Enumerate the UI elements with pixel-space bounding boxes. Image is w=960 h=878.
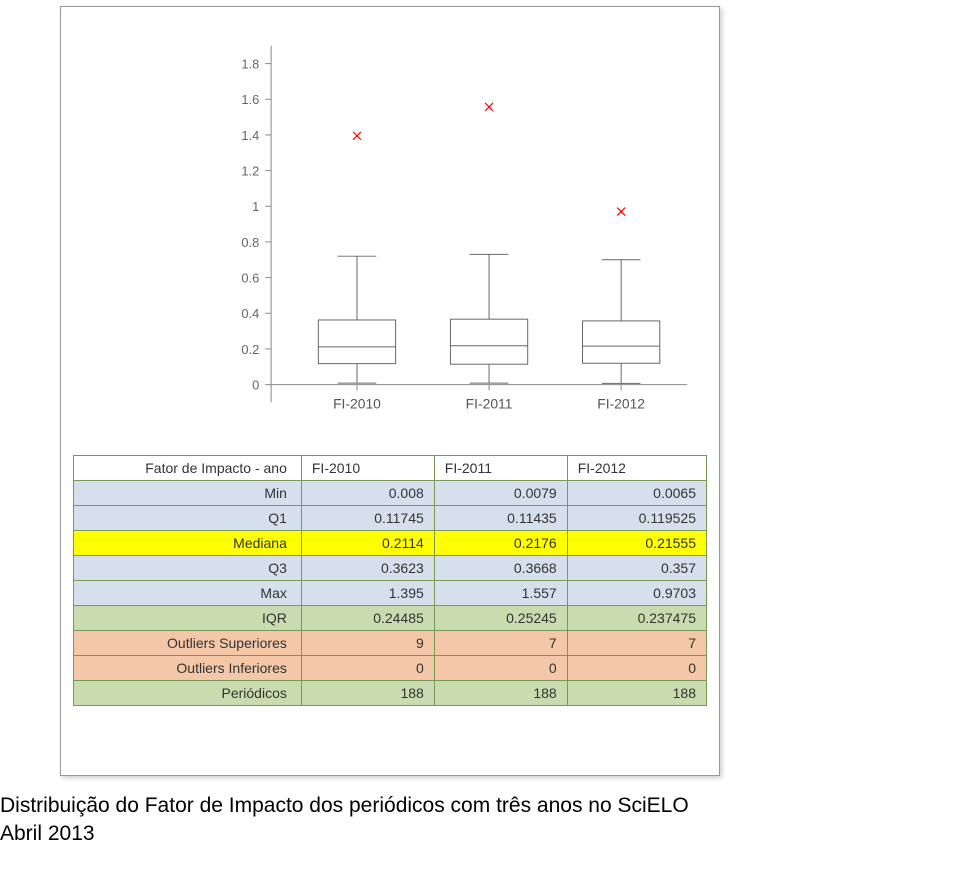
table-cell: 0.008 <box>301 481 434 506</box>
table-cell: 9 <box>301 631 434 656</box>
table-cell: 0.3623 <box>301 556 434 581</box>
table-header-cell: FI-2010 <box>301 456 434 481</box>
caption-line2: Abril 2013 <box>0 822 95 845</box>
box <box>450 319 527 364</box>
table-cell: 0.357 <box>567 556 706 581</box>
y-tick-label: 1.6 <box>241 92 259 107</box>
table-cell: 0 <box>567 656 706 681</box>
table-cell: 0.9703 <box>567 581 706 606</box>
box <box>583 321 660 363</box>
table-cell: 0.0065 <box>567 481 706 506</box>
row-label: Q3 <box>74 556 302 581</box>
y-tick-label: 1.8 <box>241 57 259 72</box>
y-tick-label: 1 <box>252 199 259 214</box>
y-tick-label: 0.4 <box>241 306 259 321</box>
table-row: Max1.3951.5570.9703 <box>74 581 707 606</box>
table-cell: 7 <box>434 631 567 656</box>
table-row: Outliers Inferiores000 <box>74 656 707 681</box>
table-row: Q10.117450.114350.119525 <box>74 506 707 531</box>
y-tick-label: 1.4 <box>241 128 259 143</box>
table-cell: 0.3668 <box>434 556 567 581</box>
row-label: IQR <box>74 606 302 631</box>
y-tick-label: 1.2 <box>241 164 259 179</box>
table-cell: 188 <box>567 681 706 706</box>
table-header-label: Fator de Impacto - ano <box>74 456 302 481</box>
table-cell: 0.2114 <box>301 531 434 556</box>
category-label: FI-2011 <box>466 395 513 411</box>
table-cell: 1.557 <box>434 581 567 606</box>
row-label: Outliers Superiores <box>74 631 302 656</box>
table-cell: 0.24485 <box>301 606 434 631</box>
table-row: Min0.0080.00790.0065 <box>74 481 707 506</box>
row-label: Max <box>74 581 302 606</box>
figure-frame: 00.20.40.60.811.21.41.61.8FI-2010FI-2011… <box>60 6 720 776</box>
table-cell: 0.11745 <box>301 506 434 531</box>
category-label: FI-2012 <box>597 395 645 411</box>
table-cell: 0.2176 <box>434 531 567 556</box>
table-row: Periódicos188188188 <box>74 681 707 706</box>
table-header-cell: FI-2012 <box>567 456 706 481</box>
stats-table: Fator de Impacto - anoFI-2010FI-2011FI-2… <box>73 455 707 706</box>
row-label: Mediana <box>74 531 302 556</box>
category-label: FI-2010 <box>333 395 381 411</box>
table-row: IQR0.244850.252450.237475 <box>74 606 707 631</box>
y-tick-label: 0 <box>252 378 259 393</box>
table-row: Q30.36230.36680.357 <box>74 556 707 581</box>
table-cell: 0.21555 <box>567 531 706 556</box>
table-row: Mediana0.21140.21760.21555 <box>74 531 707 556</box>
table-cell: 1.395 <box>301 581 434 606</box>
table-cell: 7 <box>567 631 706 656</box>
y-tick-label: 0.2 <box>241 342 259 357</box>
box <box>318 320 395 364</box>
row-label: Periódicos <box>74 681 302 706</box>
row-label: Min <box>74 481 302 506</box>
table-cell: 188 <box>301 681 434 706</box>
row-label: Q1 <box>74 506 302 531</box>
boxplot-chart: 0 0.2 0.4 0.6 0.8 1 1.2 1.4 1.6 1.8 FI-2010 FI-2011… <box>73 19 707 449</box>
table-cell: 0.11435 <box>434 506 567 531</box>
table-header-row: Fator de Impacto - anoFI-2010FI-2011FI-2… <box>74 456 707 481</box>
table-cell: 0.0079 <box>434 481 567 506</box>
table-cell: 0 <box>434 656 567 681</box>
row-label: Outliers Inferiores <box>74 656 302 681</box>
table-cell: 0.119525 <box>567 506 706 531</box>
y-tick-label: 0.8 <box>241 235 259 250</box>
table-header-cell: FI-2011 <box>434 456 567 481</box>
caption-line1: Distribuição do Fator de Impacto dos per… <box>0 794 689 817</box>
table-cell: 0.25245 <box>434 606 567 631</box>
table-cell: 188 <box>434 681 567 706</box>
table-cell: 0.237475 <box>567 606 706 631</box>
figure-caption: Distribuição do Fator de Impacto dos per… <box>0 792 689 849</box>
table-row: Outliers Superiores977 <box>74 631 707 656</box>
table-cell: 0 <box>301 656 434 681</box>
y-tick-label: 0.6 <box>241 271 259 286</box>
